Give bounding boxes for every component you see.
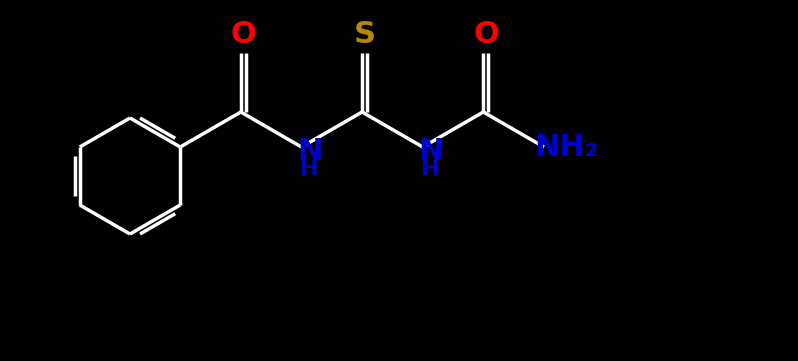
- Text: H: H: [300, 159, 318, 179]
- Text: O: O: [473, 20, 500, 49]
- Text: N: N: [297, 138, 322, 166]
- Text: O: O: [231, 20, 257, 49]
- Text: S: S: [354, 20, 376, 49]
- Text: NH₂: NH₂: [534, 132, 598, 161]
- Text: H: H: [421, 159, 440, 179]
- Text: N: N: [418, 138, 444, 166]
